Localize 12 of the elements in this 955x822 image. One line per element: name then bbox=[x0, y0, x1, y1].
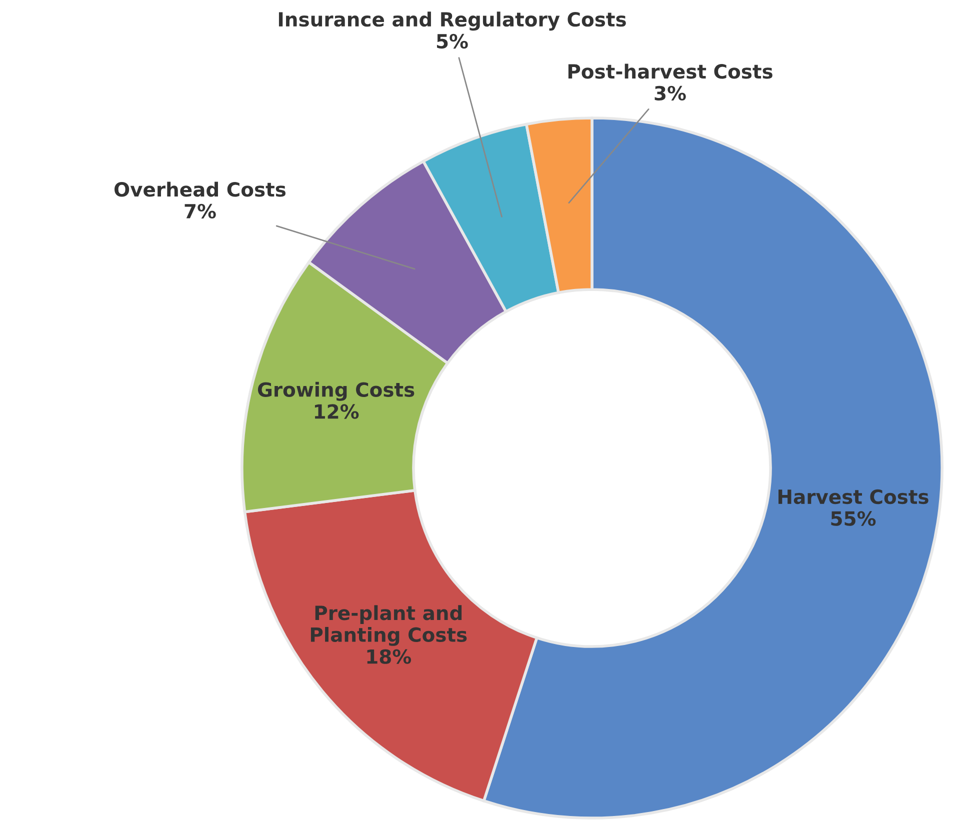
data-label: 18% bbox=[367, 649, 412, 664]
slice-label: Harvest Costs bbox=[778, 489, 928, 504]
slice-label: Insurance and Regulatory Costs bbox=[278, 12, 626, 31]
slice-label: Growing Costs bbox=[258, 382, 414, 401]
data-label: 7% bbox=[184, 204, 216, 219]
slice-label: Overhead Costs bbox=[114, 182, 286, 197]
slice-label: Post-harvest Costs bbox=[568, 64, 772, 79]
data-label: 55% bbox=[831, 511, 876, 526]
data-label: 5% bbox=[436, 34, 468, 49]
data-label: 3% bbox=[654, 86, 686, 101]
slice-label: Pre-plant and Planting Costs bbox=[310, 605, 467, 646]
data-label: 12% bbox=[314, 404, 359, 419]
